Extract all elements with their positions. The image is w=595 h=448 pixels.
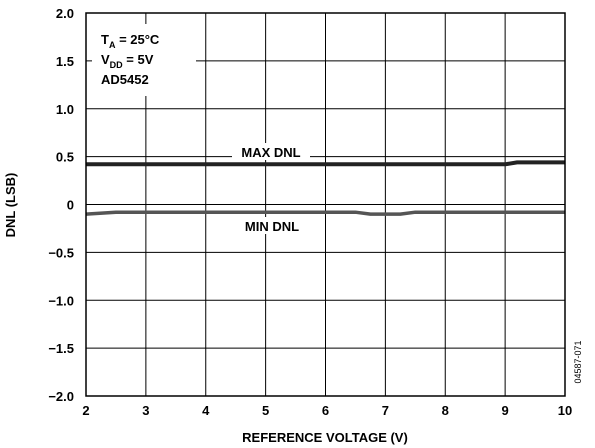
y-tick-label: −1.5 [48, 341, 74, 356]
x-tick-label: 7 [382, 403, 389, 418]
max-dnl-line [86, 160, 565, 167]
x-tick-label: 6 [322, 403, 329, 418]
y-tick-label: −0.5 [48, 245, 74, 260]
max-dnl-label: MAX DNL [241, 145, 300, 160]
y-tick-label: −2.0 [48, 389, 74, 404]
max-dnl-label-bg [232, 143, 310, 160]
tick-labels: 2 3 4 5 6 7 8 9 10 2.0 1.5 1.0 0.5 0 −0.5 −1.0 −1.5 −2.0 [48, 6, 572, 418]
y-tick-label: 0.5 [56, 150, 74, 165]
x-tick-label: 5 [262, 403, 269, 418]
figure-id: 04587-071 [573, 340, 583, 383]
y-tick-label: 2.0 [56, 6, 74, 21]
conditions-ta: TA = 25°C [101, 32, 160, 50]
y-tick-label: 0 [67, 198, 74, 213]
x-tick-label: 4 [202, 403, 210, 418]
conditions-vdd: VDD = 5V [101, 52, 154, 70]
x-axis-title: REFERENCE VOLTAGE (V) [242, 430, 408, 445]
conditions-box [92, 24, 196, 96]
min-dnl-label-bg [236, 217, 308, 234]
y-axis-title: DNL (LSB) [3, 173, 18, 238]
x-tick-label: 2 [82, 403, 89, 418]
x-tick-label: 10 [558, 403, 572, 418]
min-dnl-label: MIN DNL [245, 219, 299, 234]
x-tick-label: 9 [502, 403, 509, 418]
x-tick-label: 3 [142, 403, 149, 418]
x-tick-label: 8 [442, 403, 449, 418]
plot-frame [85, 12, 566, 397]
y-tick-label: 1.0 [56, 102, 74, 117]
conditions-part: AD5452 [101, 72, 149, 87]
series-lines [85, 160, 565, 216]
y-tick-label: −1.0 [48, 293, 74, 308]
min-dnl-line [85, 210, 565, 216]
y-tick-label: 1.5 [56, 54, 74, 69]
